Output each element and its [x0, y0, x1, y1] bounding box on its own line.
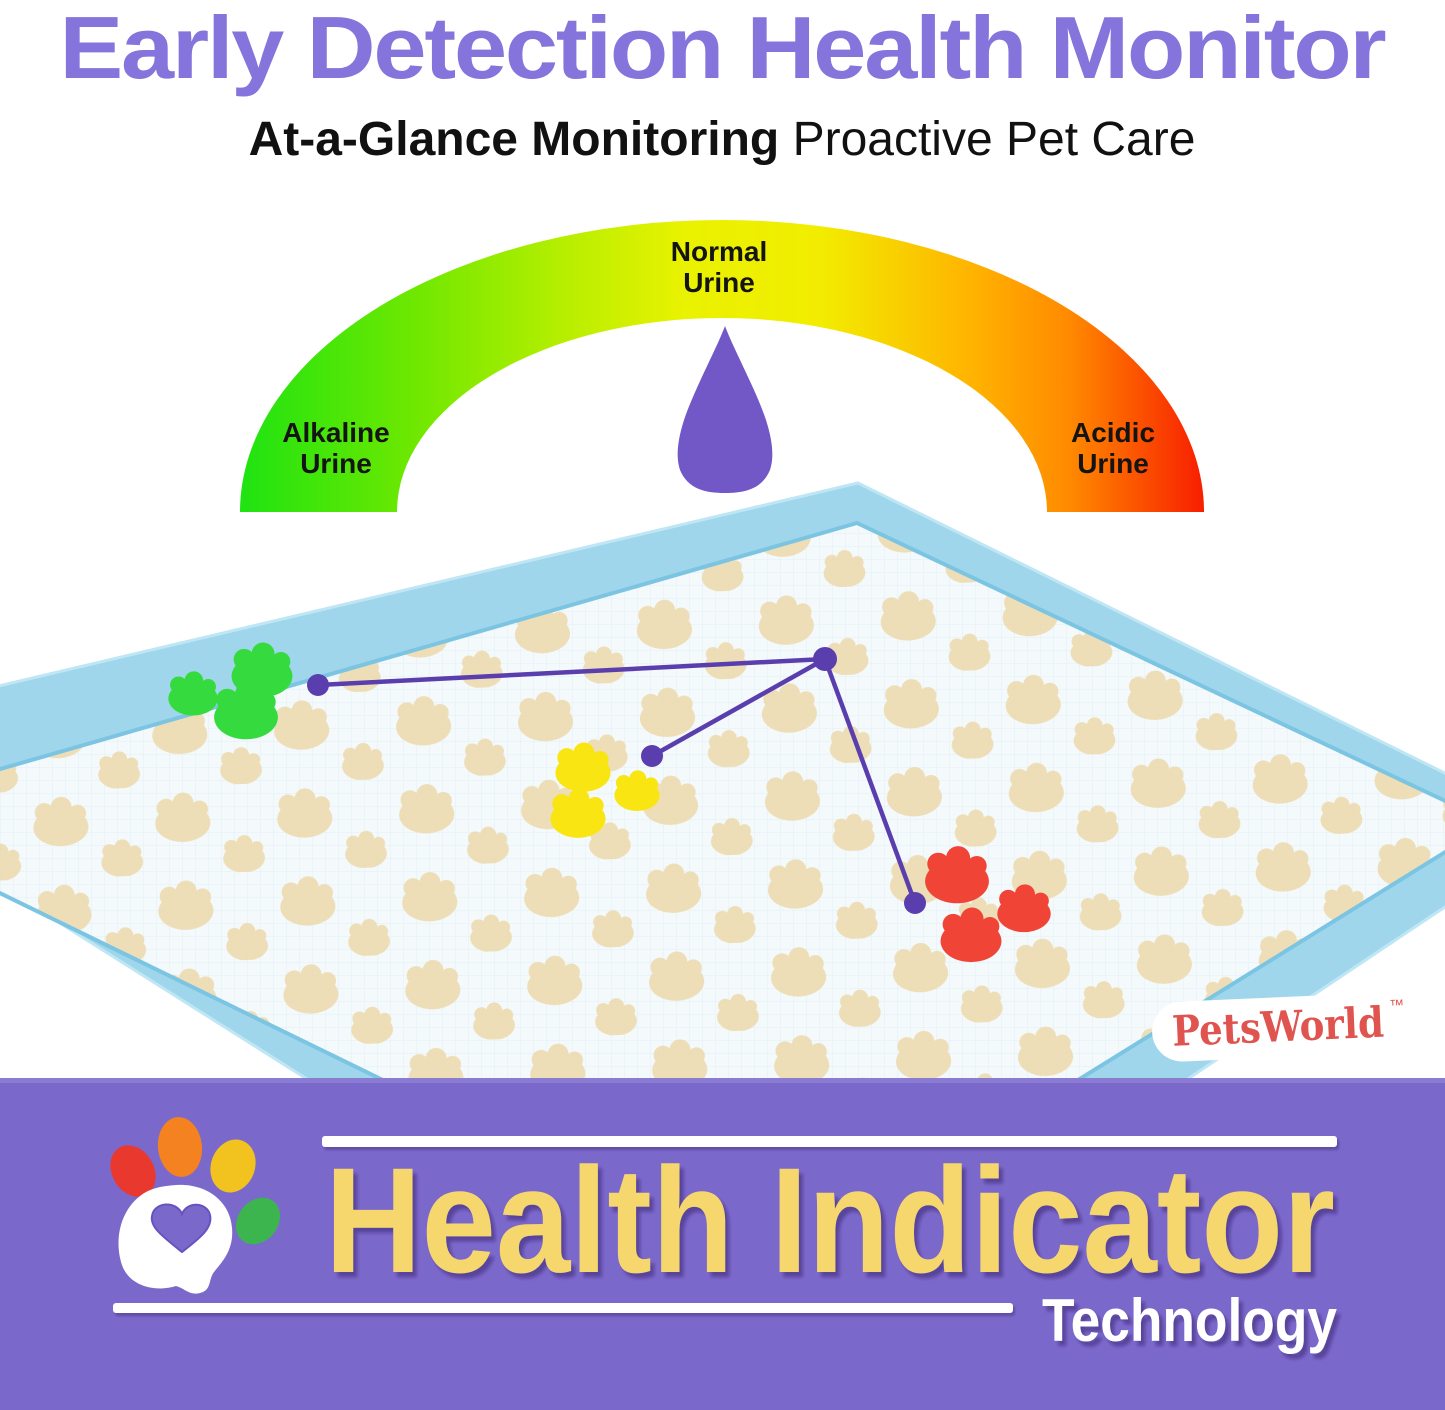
ph-gauge: Alkaline Urine Normal Urine Acidic Urine [240, 220, 1204, 512]
banner: Health Indicator Technology [0, 1078, 1445, 1410]
paw-logo-icon [110, 1117, 281, 1294]
page-subtitle-regular: Proactive Pet Care [779, 113, 1195, 166]
page-subtitle-bold: At-a-Glance Monitoring [249, 113, 780, 166]
gauge-label-normal-2: Urine [683, 267, 755, 298]
divider-line-top [322, 1136, 1337, 1147]
gauge-label-alkaline-2: Urine [300, 448, 372, 479]
petsworld-wordmark: PetsWorld [1171, 998, 1385, 1056]
paw-toe-green [235, 1197, 281, 1245]
petsworld-logo: PetsWorld ™ [1152, 992, 1418, 1062]
petsworld-tm: ™ [1389, 997, 1405, 1015]
callout-dot-red [904, 892, 926, 914]
gauge-label-acidic-2: Urine [1077, 448, 1149, 479]
banner-title: Health Indicator [325, 1136, 1335, 1304]
gauge-label-normal-1: Normal [671, 236, 767, 267]
urine-drop-icon [677, 326, 773, 493]
divider-line-bottom [113, 1303, 1013, 1313]
callout-dots [307, 647, 926, 914]
callout-dot-yellow [641, 745, 663, 767]
callout-vertex-dot [813, 647, 837, 671]
banner-subtitle: Technology [1042, 1287, 1338, 1354]
gauge-label-alkaline-1: Alkaline [282, 417, 389, 448]
callout-dot-green [307, 674, 329, 696]
gauge-arc [240, 220, 1204, 512]
banner-background [0, 1078, 1445, 1410]
paw-toe-yellow [210, 1139, 256, 1193]
paw-toe-orange [157, 1117, 203, 1177]
page-title: Early Detection Health Monitor [60, 0, 1386, 97]
petsworld-pill [1152, 992, 1418, 1062]
callout-lines [317, 656, 918, 904]
gauge-label-acidic-1: Acidic [1071, 417, 1155, 448]
pad-print-pattern [0, 523, 1445, 1270]
paw-heart-icon [150, 1203, 212, 1254]
banner-top-edge [0, 1078, 1445, 1083]
paw-toe-red [110, 1145, 156, 1197]
page-subtitle: At-a-Glance Monitoring Proactive Pet Car… [249, 113, 1196, 166]
